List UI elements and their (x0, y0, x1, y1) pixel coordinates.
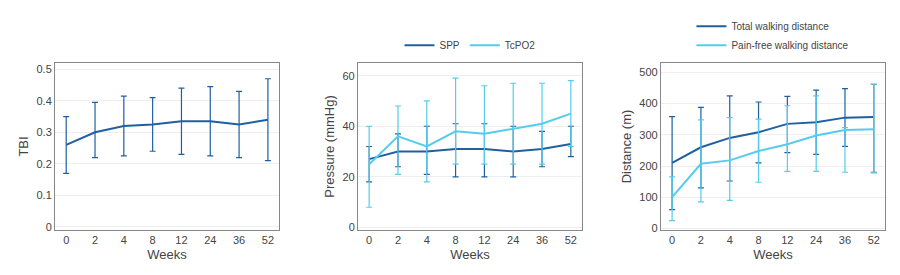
svg-text:200: 200 (639, 160, 657, 172)
svg-text:Weeks: Weeks (450, 247, 490, 262)
svg-text:12: 12 (781, 234, 793, 246)
svg-text:4: 4 (424, 234, 430, 246)
svg-text:40: 40 (343, 120, 355, 132)
svg-text:52: 52 (262, 234, 274, 246)
svg-text:SPP: SPP (440, 40, 460, 51)
svg-text:4: 4 (121, 234, 127, 246)
svg-text:24: 24 (507, 234, 519, 246)
svg-text:24: 24 (204, 234, 216, 246)
svg-text:60: 60 (343, 70, 355, 82)
svg-text:TcPO2: TcPO2 (505, 40, 535, 51)
svg-text:0.5: 0.5 (37, 63, 52, 75)
svg-text:0: 0 (366, 234, 372, 246)
svg-text:20: 20 (343, 171, 355, 183)
svg-text:0: 0 (349, 221, 355, 233)
svg-text:Pain-free walking distance: Pain-free walking distance (731, 40, 848, 51)
svg-text:0: 0 (63, 234, 69, 246)
svg-text:0.4: 0.4 (37, 95, 52, 107)
svg-text:100: 100 (639, 191, 657, 203)
svg-text:2: 2 (698, 234, 704, 246)
svg-text:Pressure (mmHg): Pressure (mmHg) (322, 95, 337, 198)
svg-text:36: 36 (839, 234, 851, 246)
svg-text:0.1: 0.1 (37, 189, 52, 201)
svg-text:0: 0 (46, 221, 52, 233)
svg-text:0: 0 (669, 234, 675, 246)
svg-text:400: 400 (639, 97, 657, 109)
svg-text:Total walking distance: Total walking distance (731, 21, 829, 32)
svg-text:52: 52 (565, 234, 577, 246)
svg-text:2: 2 (395, 234, 401, 246)
svg-text:0.3: 0.3 (37, 126, 52, 138)
svg-text:36: 36 (536, 234, 548, 246)
svg-text:0: 0 (652, 222, 658, 234)
svg-text:4: 4 (727, 234, 733, 246)
svg-text:8: 8 (755, 234, 761, 246)
svg-text:0.2: 0.2 (37, 158, 52, 170)
svg-text:52: 52 (868, 234, 880, 246)
svg-text:12: 12 (478, 234, 490, 246)
svg-text:8: 8 (453, 234, 459, 246)
svg-text:500: 500 (639, 66, 657, 78)
svg-text:8: 8 (150, 234, 156, 246)
svg-text:TBI: TBI (16, 136, 31, 156)
svg-text:2: 2 (92, 234, 98, 246)
svg-text:Distance (m): Distance (m) (619, 110, 634, 184)
svg-text:300: 300 (639, 129, 657, 141)
svg-text:Weeks: Weeks (147, 247, 187, 262)
svg-text:Weeks: Weeks (753, 247, 793, 262)
svg-text:12: 12 (175, 234, 187, 246)
svg-text:36: 36 (233, 234, 245, 246)
svg-text:24: 24 (810, 234, 822, 246)
